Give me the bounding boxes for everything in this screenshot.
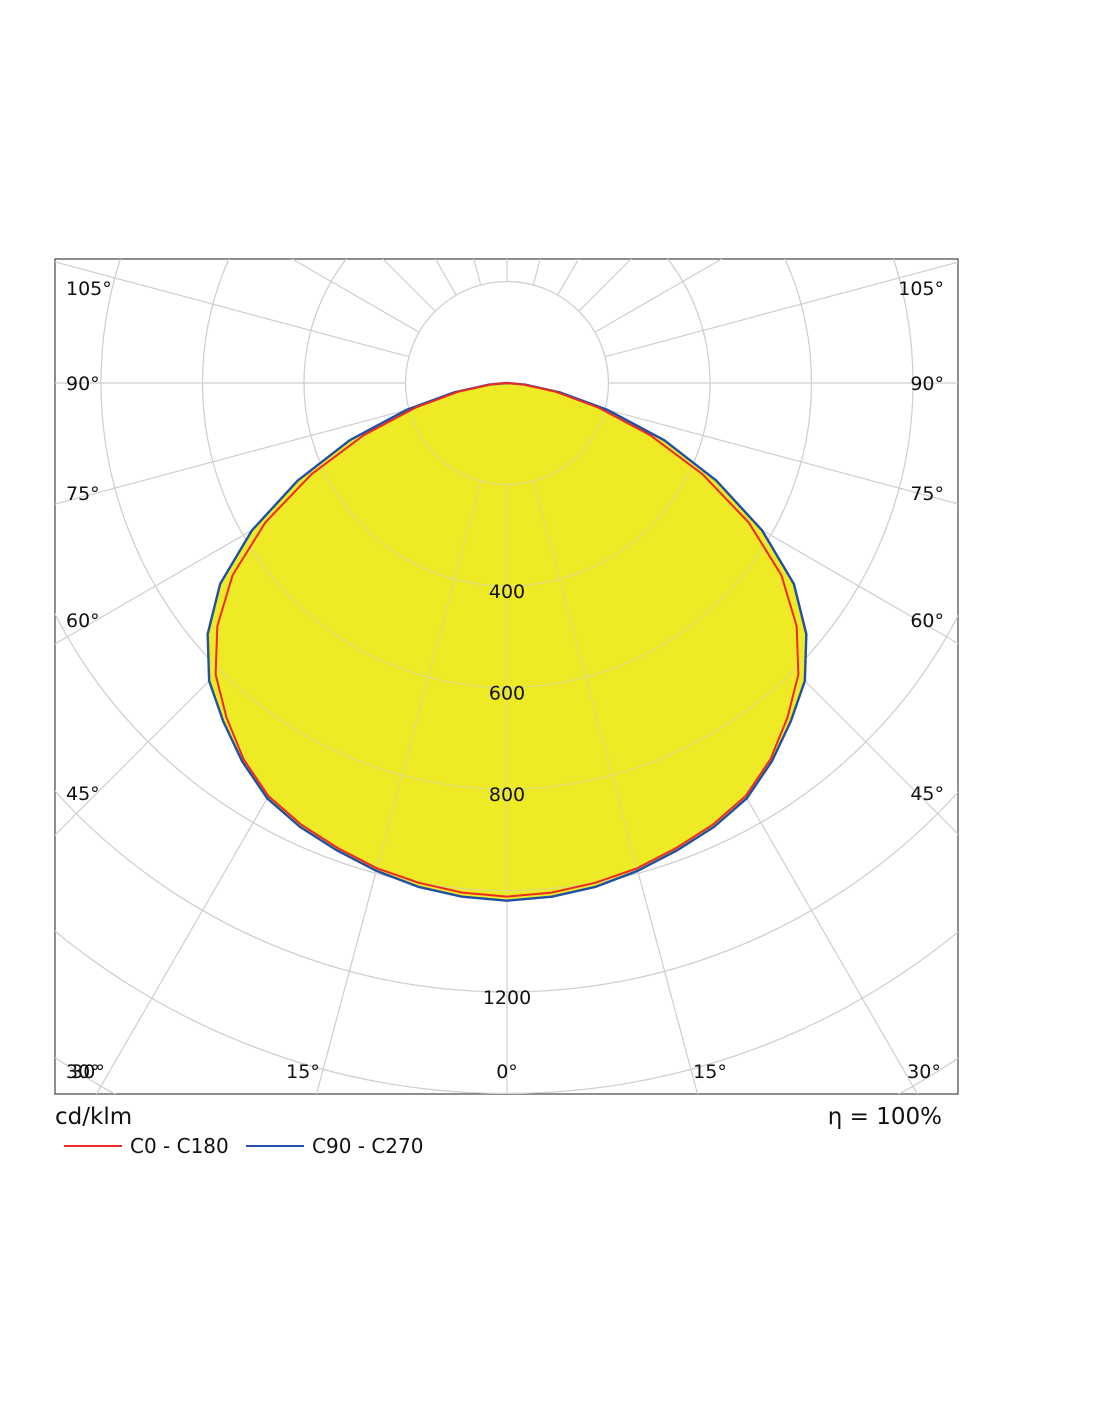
radial-tick-label: 800 (489, 784, 525, 806)
angle-tick-left: 75° (66, 483, 100, 505)
angle-tick-bottom: 30° (907, 1061, 941, 1083)
angle-tick-left: 30° (66, 1061, 100, 1083)
angle-tick-right: 45° (910, 783, 944, 805)
angle-tick-right: 60° (910, 610, 944, 632)
unit-label: cd/klm (55, 1104, 133, 1130)
angle-tick-bottom: 15° (693, 1061, 727, 1083)
angle-tick-bottom: 0° (496, 1061, 518, 1083)
legend-swatch-c0 (64, 1145, 122, 1147)
angle-tick-left: 60° (66, 610, 100, 632)
radial-tick-label: 400 (489, 581, 525, 603)
legend-item-c90: C90 - C270 (246, 1134, 423, 1158)
grid-ray (604, 261, 958, 358)
grid-ray (473, 259, 482, 286)
legend-swatch-c90 (246, 1145, 304, 1147)
angle-tick-left: 90° (66, 373, 100, 395)
grid-ray (55, 261, 410, 358)
angle-tick-bottom: 30° (71, 1061, 105, 1083)
grid-ray (604, 408, 958, 505)
angle-tick-right: 105° (898, 278, 944, 300)
grid-ray-overlay (315, 480, 482, 1094)
legend-item-c0: C0 - C180 (64, 1134, 229, 1158)
radial-labels: 400 600 800 1200 (483, 581, 531, 1009)
angle-tick-left: 105° (66, 278, 112, 300)
grid-ray (434, 259, 457, 296)
angle-labels: 30° 45° 60° 75° 90° 105° 45° 60° 75° 90° 105° 30° 15… (66, 278, 944, 1083)
angle-tick-bottom: 15° (286, 1061, 320, 1083)
efficiency-label: η = 100% (827, 1104, 942, 1130)
legend-label-c0: C0 - C180 (130, 1134, 229, 1158)
grid-ray (55, 408, 410, 505)
angle-tick-right: 90° (910, 373, 944, 395)
grid-ray (532, 259, 541, 286)
grid-ray (557, 259, 580, 296)
grid-ray-overlay (532, 480, 699, 1094)
angle-tick-left: 45° (66, 783, 100, 805)
angle-tick-right: 75° (910, 483, 944, 505)
legend-label-c90: C90 - C270 (312, 1134, 424, 1158)
radial-tick-label: 600 (489, 683, 525, 705)
series-line-c0-c180 (214, 382, 800, 898)
grid-overlay (55, 259, 958, 1094)
radial-tick-label: 1200 (483, 987, 531, 1009)
curves-layer (55, 259, 958, 1094)
